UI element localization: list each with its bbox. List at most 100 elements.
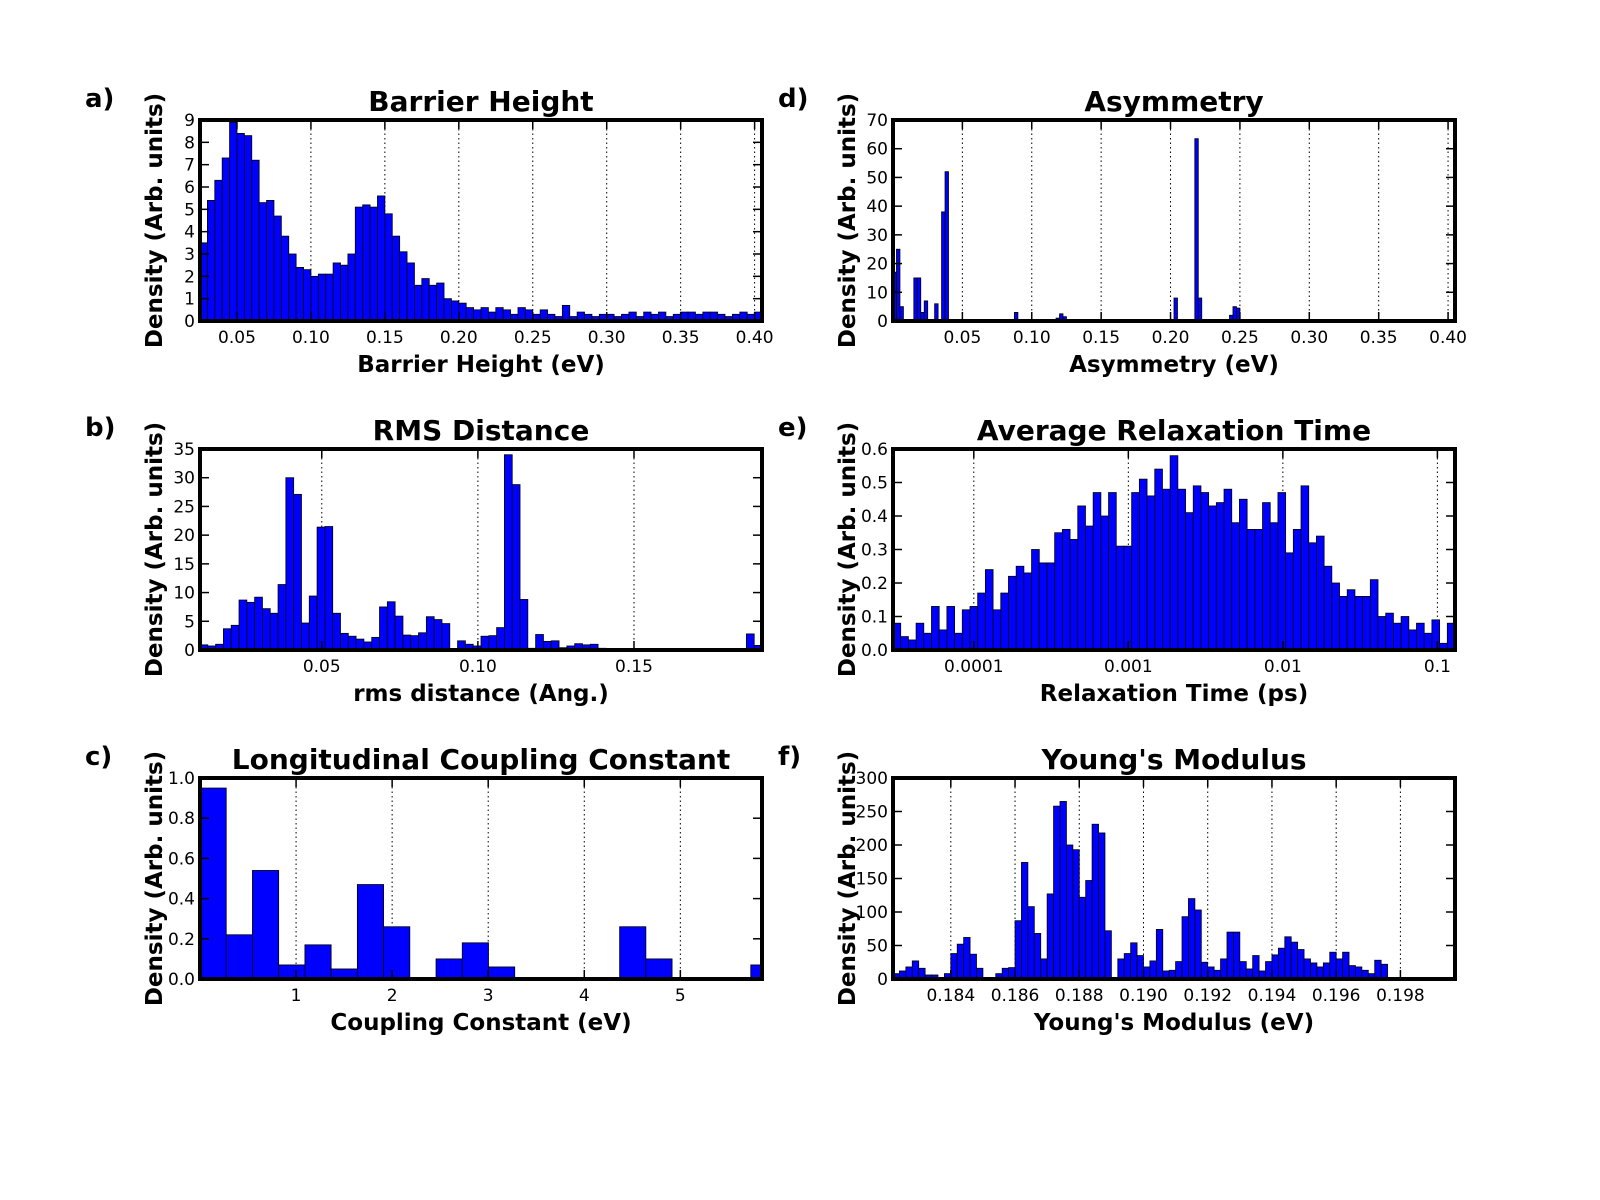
histogram-bar [266, 199, 275, 322]
histogram-bar [1177, 488, 1186, 651]
histogram-bar [1066, 844, 1074, 980]
x-tick-label: 0.10 [292, 328, 330, 348]
histogram-bar [1149, 960, 1157, 980]
histogram-bar [347, 635, 357, 651]
y-tick-label: 50 [866, 937, 888, 957]
histogram-bar [1175, 961, 1183, 980]
y-tick-label: 0.4 [168, 890, 195, 910]
chart-title: Young's Modulus [1040, 743, 1306, 776]
histogram-bar [1115, 545, 1125, 651]
histogram-bar [1021, 862, 1029, 980]
y-tick-label: 20 [173, 526, 195, 546]
histogram-bar [488, 635, 498, 651]
histogram-bar [223, 628, 232, 651]
chart-panel: b) RMS Distance 0 5 10 15 20 25 30 35 0.05 0.10 0.15… [85, 413, 764, 707]
histogram-bar [425, 616, 435, 651]
axes-frame [198, 118, 764, 323]
y-tick-label: 0.4 [861, 507, 888, 527]
histogram-bar [1400, 616, 1410, 651]
histogram-bar [402, 634, 412, 651]
histogram-bar [1331, 582, 1340, 651]
histogram-bar [1348, 965, 1356, 980]
y-tick-label: 300 [856, 769, 888, 789]
histogram-bar [931, 606, 940, 651]
y-axis-label: Density (Arb. units) [142, 422, 168, 677]
histogram-bar [1423, 632, 1433, 651]
histogram-bar [1059, 801, 1067, 980]
histogram-bar [1297, 949, 1305, 980]
histogram-bar [1098, 832, 1106, 980]
y-tick-label: 0.5 [861, 474, 888, 494]
x-tick-label: 0.10 [1013, 328, 1051, 348]
histogram-bar [225, 934, 253, 980]
x-tick-label: 0.192 [1183, 986, 1232, 1006]
histogram-bar [1146, 495, 1156, 651]
histogram-bar [288, 253, 297, 322]
histogram-bar [896, 248, 901, 322]
histogram-bar [1339, 596, 1348, 651]
panel-label: e) [778, 413, 808, 443]
histogram-bar [1131, 492, 1140, 651]
histogram-bar [946, 606, 955, 651]
x-tick-label: 0.190 [1119, 986, 1168, 1006]
histogram-bar [1108, 492, 1117, 651]
histogram-bar [332, 612, 341, 651]
histogram-bar [1200, 492, 1210, 651]
histogram-bar [963, 937, 971, 980]
chart-panel: d) Asymmetry 0 10 20 30 40 50 60 70 0.05 0.10 0.15 0.… [778, 84, 1467, 378]
histogram-bar [295, 266, 304, 322]
histogram-bar [399, 251, 408, 322]
chart-title: Barrier Height [368, 85, 593, 118]
histogram-bar [944, 171, 949, 322]
y-tick-label: 7 [184, 156, 195, 176]
y-tick-label: 0.0 [168, 970, 195, 990]
histogram-bar [1053, 805, 1061, 980]
histogram-bar [1223, 488, 1233, 651]
histogram-bar [1226, 931, 1234, 980]
histogram-bar [916, 277, 922, 322]
chart-title: RMS Distance [373, 414, 590, 447]
histogram-bar [956, 943, 965, 980]
x-tick-label: 0.196 [1312, 986, 1361, 1006]
y-tick-label: 250 [856, 803, 888, 823]
axes-frame [198, 776, 764, 981]
y-tick-label: 10 [866, 283, 888, 303]
histogram-bar [230, 624, 240, 651]
histogram-bar [285, 477, 295, 651]
y-tick-label: 0.2 [861, 574, 888, 594]
histogram-bar [1155, 929, 1164, 980]
histogram-bar [1369, 579, 1379, 651]
panel-label: c) [85, 742, 112, 772]
histogram-bar [1346, 589, 1356, 651]
panel-label: f) [778, 742, 801, 772]
histogram-bar [1061, 529, 1071, 651]
histogram-bar [938, 629, 948, 651]
histogram-bar [900, 636, 909, 651]
histogram-bar [391, 235, 401, 322]
y-tick-label: 3 [184, 245, 195, 265]
histogram-bar [277, 584, 287, 651]
x-tick-label: 0.188 [1055, 986, 1104, 1006]
y-tick-label: 10 [173, 584, 195, 604]
histogram-bar [1208, 505, 1217, 651]
y-tick-label: 40 [866, 197, 888, 217]
histogram-bar [941, 211, 946, 322]
histogram-bar [1380, 963, 1388, 980]
histogram-bar [1185, 512, 1194, 651]
histogram-bar [243, 135, 253, 322]
histogram-bar [273, 215, 282, 322]
y-tick-label: 50 [866, 168, 888, 188]
histogram-bar [214, 179, 223, 322]
histogram-bar [406, 262, 415, 322]
histogram-bar [354, 206, 364, 322]
histogram-bar [461, 942, 489, 980]
histogram-bar [1316, 535, 1325, 651]
histogram-bar [317, 273, 327, 322]
y-tick-label: 1.0 [168, 769, 195, 789]
histogram-bar [293, 493, 302, 651]
histogram-bar [1015, 565, 1025, 651]
histogram-bar [362, 204, 371, 322]
histogram-bar [1092, 492, 1102, 651]
histogram-bar [1290, 941, 1299, 980]
axes-frame [891, 776, 1457, 981]
